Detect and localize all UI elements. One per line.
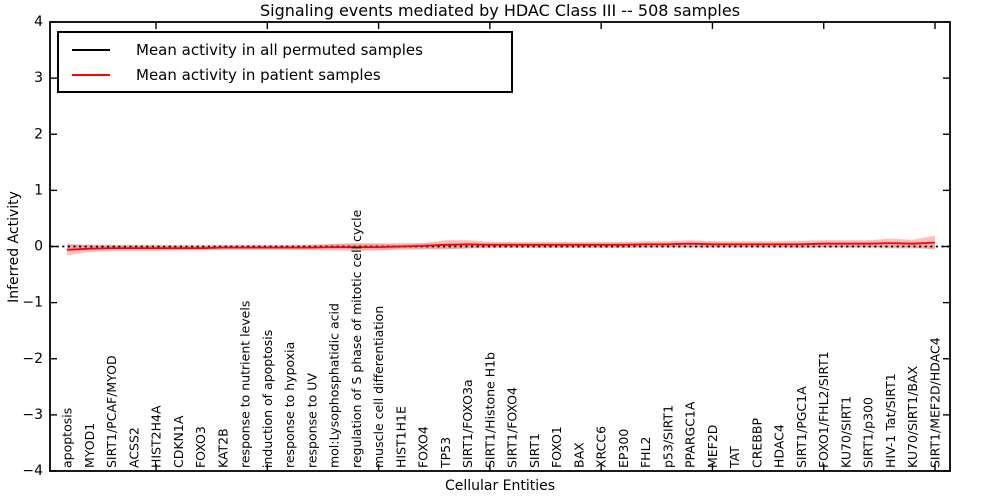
x-axis-label: Cellular Entities: [444, 478, 556, 494]
x-category-label: SIRT1/FOXO3a: [460, 379, 475, 468]
x-category-label: HIST2H4A: [149, 405, 164, 468]
x-category-label: FOXO1/FHL2/SIRT1: [816, 351, 831, 468]
x-category-label: SIRT1/p300: [861, 397, 876, 468]
legend-entry-patient: Mean activity in patient samples: [59, 62, 511, 87]
x-category-label: SIRT1: [527, 433, 542, 468]
x-category-label: FOXO3: [193, 426, 208, 468]
x-category-label: EP300: [616, 429, 631, 468]
y-tick-label: 2: [34, 126, 43, 142]
y-tick-label: −1: [22, 295, 43, 311]
x-category-label: PPARGC1A: [683, 401, 698, 468]
x-category-label: TP53: [438, 437, 453, 469]
x-category-label: ACSS2: [126, 427, 141, 468]
x-category-label: CREBBP: [749, 418, 764, 468]
x-category-label: regulation of S phase of mitotic cell cy…: [349, 209, 364, 468]
x-category-label: SIRT1/MEF2D/HDAC4: [928, 337, 943, 468]
x-category-label: XRCC6: [594, 426, 609, 468]
legend-entry-permuted: Mean activity in all permuted samples: [59, 37, 511, 62]
x-category-label: FOXO1: [549, 426, 564, 468]
patient-mean-line: [66, 241, 936, 251]
y-tick-label: −4: [22, 463, 43, 479]
patient-line-swatch: [72, 73, 110, 76]
x-category-label: HDAC4: [772, 424, 787, 468]
x-category-label: KU70/SIRT1/BAX: [905, 366, 920, 468]
x-category-label: p53/SIRT1: [660, 405, 675, 468]
x-category-label: HIV-1 Tat/SIRT1: [883, 373, 898, 468]
y-tick-label: −2: [22, 351, 43, 367]
x-category-label: MEF2D: [705, 425, 720, 468]
x-category-label: FOXO4: [416, 426, 431, 468]
x-category-label: HIST1H1E: [393, 406, 408, 468]
x-category-label: SIRT1/PCAF/MYOD: [104, 355, 119, 468]
legend-label: Mean activity in all permuted samples: [136, 40, 423, 59]
x-category-label: KU70/SIRT1: [838, 396, 853, 468]
y-tick-label: 3: [34, 70, 43, 86]
y-tick-label: 0: [34, 239, 43, 255]
x-category-label: response to nutrient levels: [238, 301, 253, 468]
y-tick-label: 4: [34, 14, 43, 30]
legend-label: Mean activity in patient samples: [136, 65, 381, 84]
chart-title: Signaling events mediated by HDAC Class …: [259, 1, 741, 20]
x-category-label: SIRT1/PGC1A: [794, 386, 809, 468]
x-category-label: FHL2: [638, 436, 653, 468]
y-tick-label: −3: [22, 407, 43, 423]
y-axis-label: Inferred Activity: [6, 191, 22, 303]
x-category-label: KAT2B: [215, 428, 230, 468]
x-category-label: BAX: [571, 442, 586, 468]
x-category-label: CDKN1A: [171, 415, 186, 468]
x-category-label: apoptosis: [60, 408, 75, 468]
permuted-line-swatch: [72, 48, 110, 51]
x-category-label: MYOD1: [82, 423, 97, 468]
x-category-label: induction of apoptosis: [260, 330, 275, 468]
legend: Mean activity in all permuted samples Me…: [57, 31, 513, 93]
x-category-label: muscle cell differentiation: [371, 306, 386, 468]
y-tick-label: 1: [34, 182, 43, 198]
x-category-label: response to UV: [304, 373, 319, 468]
x-category-label: response to hypoxia: [282, 342, 297, 468]
x-category-label: SIRT1/Histone H1b: [482, 352, 497, 468]
x-category-label: TAT: [727, 446, 742, 469]
x-category-label: SIRT1/FOXO4: [505, 387, 520, 468]
x-category-label: mol:Lysophosphatidic acid: [327, 303, 342, 468]
